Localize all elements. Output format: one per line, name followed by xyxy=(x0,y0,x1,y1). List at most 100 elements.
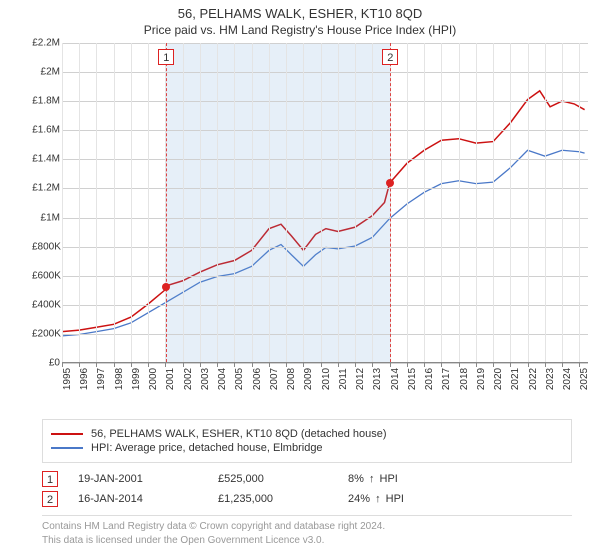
x-tick-label: 2023 xyxy=(545,368,556,390)
marker-label-2: 2 xyxy=(382,49,398,65)
x-tick-mark xyxy=(96,362,97,367)
x-tick-label: 2005 xyxy=(234,368,245,390)
x-gridline xyxy=(493,43,494,362)
x-tick-mark xyxy=(321,362,322,367)
x-gridline xyxy=(441,43,442,362)
x-gridline xyxy=(62,43,63,362)
y-gridline xyxy=(62,159,588,160)
x-tick-mark xyxy=(372,362,373,367)
x-gridline xyxy=(372,43,373,362)
x-tick-label: 2004 xyxy=(217,368,228,390)
sale-price: £525,000 xyxy=(218,473,328,485)
y-gridline xyxy=(62,247,588,248)
x-tick-label: 1995 xyxy=(62,368,73,390)
footer-line-1: Contains HM Land Registry data © Crown c… xyxy=(42,520,572,534)
y-tick-label: £800K xyxy=(32,241,60,252)
arrow-up-icon: ↑ xyxy=(369,473,375,485)
x-gridline xyxy=(579,43,580,362)
x-tick-mark xyxy=(338,362,339,367)
x-gridline xyxy=(459,43,460,362)
x-tick-mark xyxy=(424,362,425,367)
x-gridline xyxy=(407,43,408,362)
x-tick-label: 2019 xyxy=(476,368,487,390)
sale-row-1: 119-JAN-2001£525,0008% ↑ HPI xyxy=(42,471,572,487)
x-tick-mark xyxy=(183,362,184,367)
marker-dot-1 xyxy=(162,283,170,291)
x-tick-label: 1998 xyxy=(114,368,125,390)
x-tick-mark xyxy=(441,362,442,367)
x-tick-mark xyxy=(407,362,408,367)
x-gridline xyxy=(303,43,304,362)
sale-date: 16-JAN-2014 xyxy=(78,493,198,505)
x-tick-mark xyxy=(579,362,580,367)
x-tick-label: 2007 xyxy=(269,368,280,390)
y-gridline xyxy=(62,334,588,335)
x-tick-mark xyxy=(510,362,511,367)
chart-subtitle: Price paid vs. HM Land Registry's House … xyxy=(0,21,600,43)
legend-swatch xyxy=(51,433,83,435)
x-tick-mark xyxy=(79,362,80,367)
legend-row: 56, PELHAMS WALK, ESHER, KT10 8QD (detac… xyxy=(51,428,563,440)
x-gridline xyxy=(321,43,322,362)
y-gridline xyxy=(62,218,588,219)
x-gridline xyxy=(338,43,339,362)
x-tick-mark xyxy=(252,362,253,367)
y-tick-label: £200K xyxy=(32,328,60,339)
x-tick-label: 2018 xyxy=(459,368,470,390)
x-gridline xyxy=(96,43,97,362)
x-tick-mark xyxy=(355,362,356,367)
y-tick-label: £400K xyxy=(32,299,60,310)
x-gridline xyxy=(476,43,477,362)
x-tick-mark xyxy=(200,362,201,367)
footer-line-2: This data is licensed under the Open Gov… xyxy=(42,534,572,548)
x-tick-label: 2001 xyxy=(165,368,176,390)
x-gridline xyxy=(79,43,80,362)
y-gridline xyxy=(62,101,588,102)
x-tick-label: 1999 xyxy=(131,368,142,390)
y-gridline xyxy=(62,130,588,131)
x-gridline xyxy=(252,43,253,362)
x-tick-mark xyxy=(217,362,218,367)
legend-label: 56, PELHAMS WALK, ESHER, KT10 8QD (detac… xyxy=(91,428,387,440)
y-gridline xyxy=(62,276,588,277)
y-tick-label: £600K xyxy=(32,270,60,281)
sale-date: 19-JAN-2001 xyxy=(78,473,198,485)
x-gridline xyxy=(148,43,149,362)
x-tick-label: 2017 xyxy=(441,368,452,390)
y-tick-label: £2.2M xyxy=(32,38,60,49)
x-tick-mark xyxy=(269,362,270,367)
y-tick-label: £1M xyxy=(32,212,60,223)
y-gridline xyxy=(62,43,588,44)
x-tick-mark xyxy=(303,362,304,367)
sale-marker-box: 2 xyxy=(42,491,58,507)
x-gridline xyxy=(510,43,511,362)
attribution-footer: Contains HM Land Registry data © Crown c… xyxy=(42,515,572,548)
legend-row: HPI: Average price, detached house, Elmb… xyxy=(51,442,563,454)
x-tick-label: 2015 xyxy=(407,368,418,390)
sale-marker-box: 1 xyxy=(42,471,58,487)
y-tick-label: £1.2M xyxy=(32,183,60,194)
marker-line-2 xyxy=(390,43,391,362)
x-gridline xyxy=(200,43,201,362)
x-tick-label: 2014 xyxy=(390,368,401,390)
x-tick-label: 2013 xyxy=(372,368,383,390)
x-gridline xyxy=(234,43,235,362)
x-tick-mark xyxy=(131,362,132,367)
y-gridline xyxy=(62,305,588,306)
y-tick-label: £2M xyxy=(32,67,60,78)
x-tick-label: 2002 xyxy=(183,368,194,390)
x-tick-mark xyxy=(493,362,494,367)
x-tick-label: 1997 xyxy=(96,368,107,390)
y-tick-label: £0 xyxy=(32,358,60,369)
x-tick-mark xyxy=(165,362,166,367)
x-tick-mark xyxy=(286,362,287,367)
y-tick-label: £1.4M xyxy=(32,154,60,165)
x-gridline xyxy=(286,43,287,362)
x-tick-mark xyxy=(234,362,235,367)
x-tick-mark xyxy=(528,362,529,367)
x-tick-mark xyxy=(148,362,149,367)
x-gridline xyxy=(545,43,546,362)
x-tick-label: 2020 xyxy=(493,368,504,390)
x-tick-mark xyxy=(545,362,546,367)
legend-label: HPI: Average price, detached house, Elmb… xyxy=(91,442,323,454)
